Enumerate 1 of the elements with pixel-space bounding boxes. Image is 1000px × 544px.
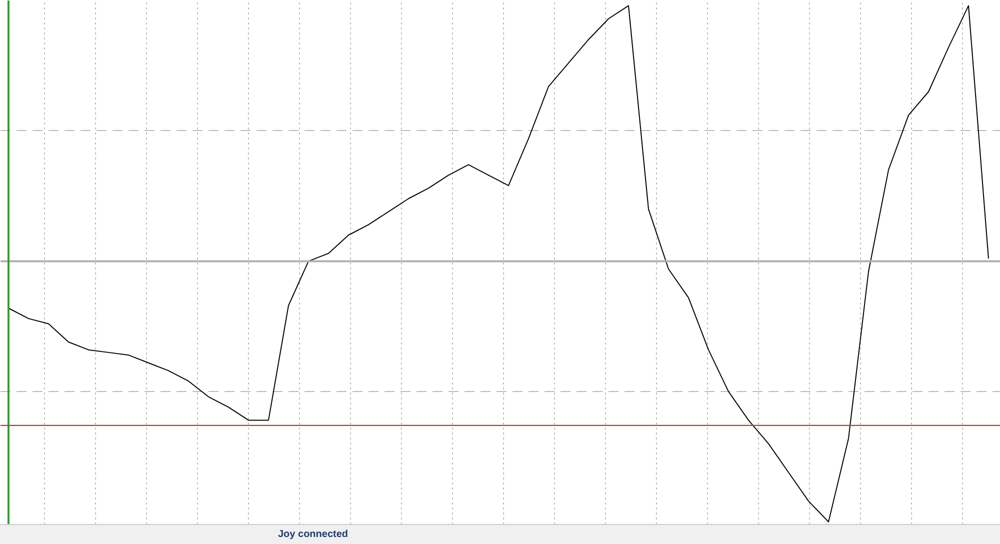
text: Joy connected <box>0 524 1000 544</box>
